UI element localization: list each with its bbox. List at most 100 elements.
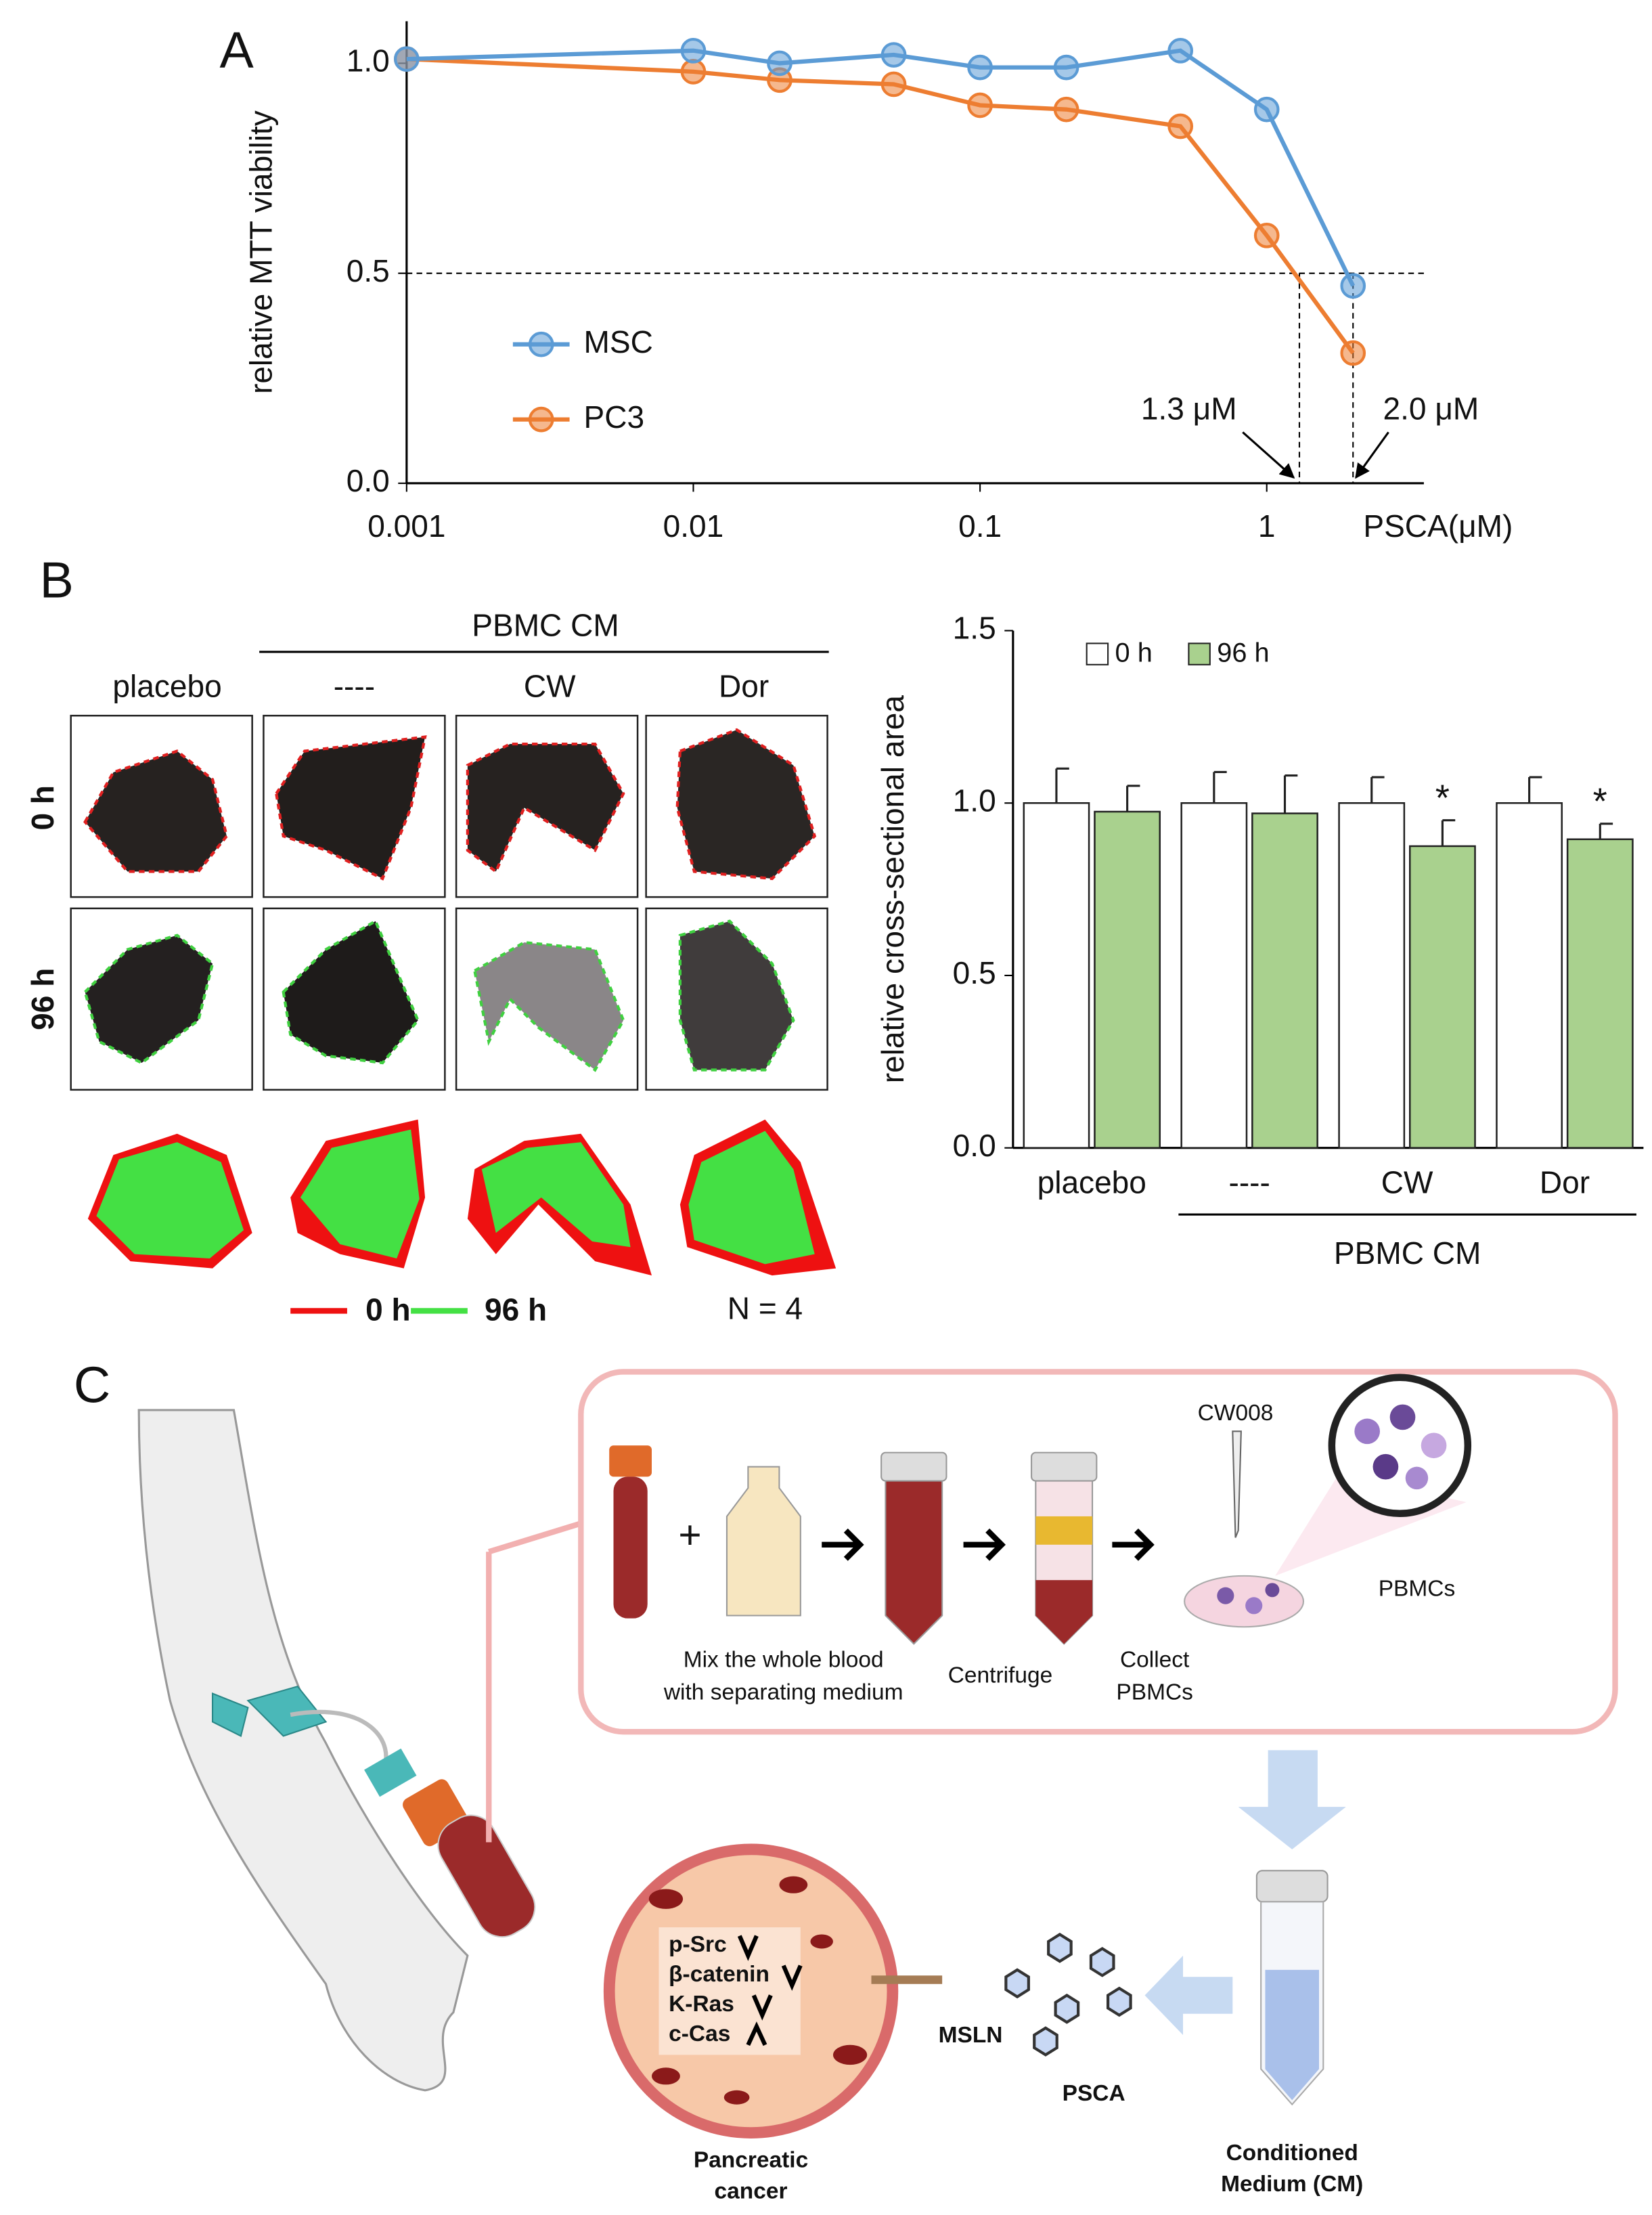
medium (1265, 1969, 1320, 2101)
label: Conditioned (1226, 2141, 1358, 2166)
point (680, 59, 707, 85)
rbc-layer (1035, 1580, 1093, 1644)
tube-cap (1030, 1451, 1098, 1482)
arm (137, 1409, 469, 2092)
x-tick-label: 0.001 (367, 508, 445, 544)
blood-tube (437, 1814, 536, 1938)
overlay-blobs (87, 1119, 836, 1276)
arrow (963, 1528, 1006, 1561)
label: PBMCs (1116, 1680, 1192, 1705)
panel-letter: A (220, 21, 254, 78)
trend-arrows (737, 1935, 803, 2046)
dish (1184, 1575, 1305, 1628)
flow-arrow (1144, 1955, 1233, 2036)
bar (1094, 810, 1161, 1149)
y-axis-label: relative cross-sectional area (875, 695, 910, 1084)
point (680, 37, 707, 64)
connector-line (488, 1520, 582, 1555)
pathway-label: p-Src (669, 1932, 727, 1957)
legend-label: PC3 (584, 399, 645, 435)
point (967, 54, 993, 81)
annotation-arrow (1355, 431, 1389, 479)
y-tick-label: 1.0 (953, 783, 996, 818)
group-label: PBMC CM (1334, 1235, 1481, 1271)
label: PSCA (1063, 2081, 1125, 2106)
panel-letter: B (40, 551, 74, 608)
legend-label: 96 h (1217, 638, 1269, 668)
error-bar (1599, 823, 1613, 839)
tube-cap (1255, 1870, 1329, 1903)
label: CW008 (1198, 1401, 1274, 1426)
pathway-box (658, 1927, 801, 2055)
annotation-label: 1.3 μM (1141, 391, 1237, 426)
annotation-label: 2.0 μM (1383, 391, 1479, 426)
column-label: placebo (112, 669, 221, 704)
error-bar (1126, 785, 1140, 812)
legend-marker (528, 406, 554, 433)
error-bar (1213, 770, 1227, 804)
bar (1408, 845, 1476, 1149)
point (1340, 273, 1366, 299)
psca-molecules (1004, 1933, 1132, 2057)
legend-label: 0 h (365, 1292, 411, 1328)
tumor-spots (648, 1876, 868, 2105)
error-bar (1055, 767, 1069, 804)
x-tick-label: CW (1381, 1164, 1433, 1200)
pathway-label: K-Ras (669, 1992, 734, 2017)
catheter (212, 1685, 328, 1737)
legend-label: 96 h (485, 1292, 547, 1328)
significance: * (1435, 777, 1450, 818)
y-tick-label: 0.5 (953, 955, 996, 990)
series-line (406, 57, 1355, 355)
significance: * (1593, 781, 1607, 822)
label: Collect (1120, 1647, 1190, 1672)
pathway-label: c-Cas (669, 2021, 730, 2046)
x-tick-label: ---- (1228, 1164, 1270, 1200)
arrow (1112, 1528, 1155, 1561)
image-grid: PBMC CM placebo ---- CW Dor 0 h 96 h (25, 608, 836, 1328)
annotation-arrow (1242, 431, 1295, 479)
error-bar (1441, 819, 1456, 846)
bar (1566, 838, 1634, 1149)
point (1253, 96, 1280, 123)
point (1167, 37, 1194, 64)
label: cancer (715, 2178, 788, 2203)
point (880, 71, 907, 97)
connector (364, 1748, 417, 1797)
label: with separating medium (663, 1680, 903, 1705)
legend-swatch (1086, 642, 1109, 665)
diagram: + CW008 PBMCs Mix the whole blood with s… (137, 1369, 1618, 2203)
point (967, 92, 993, 118)
y-tick-label: 1.0 (347, 43, 390, 79)
plasma-layer (1035, 1516, 1093, 1545)
line-chart: 0.0 0.5 1.0 0.001 0.01 0.1 1 PSCA(μM) relative M… (244, 21, 1513, 544)
label: Centrifuge (948, 1663, 1053, 1688)
point (1167, 113, 1194, 139)
pathway-label: β-catenin (669, 1962, 769, 1987)
point (1340, 340, 1366, 366)
bottle (725, 1466, 801, 1617)
point (1053, 54, 1079, 81)
y-tick-label: 0.5 (347, 253, 390, 288)
tube-cap (609, 1445, 652, 1477)
tube-cap (880, 1451, 947, 1482)
column-label: CW (524, 669, 576, 704)
legend-label: 0 h (1115, 638, 1153, 668)
row-label: 96 h (25, 968, 60, 1030)
bar (1023, 802, 1090, 1149)
column-label: ---- (334, 669, 375, 704)
tissue-blobs (83, 728, 817, 1072)
point (880, 42, 907, 68)
error-bar (1528, 776, 1542, 804)
y-tick-label: 0.0 (347, 463, 390, 498)
point (394, 46, 420, 72)
label: Medium (CM) (1221, 2172, 1363, 2197)
pipette (1232, 1430, 1242, 1538)
plus: + (678, 1513, 701, 1557)
x-axis-label: PSCA(μM) (1363, 508, 1513, 544)
y-axis-label: relative MTT viability (244, 110, 279, 394)
note: N = 4 (728, 1291, 803, 1326)
column-label: Dor (719, 669, 769, 704)
arrow (822, 1528, 864, 1561)
x-tick-label: placebo (1037, 1164, 1146, 1200)
